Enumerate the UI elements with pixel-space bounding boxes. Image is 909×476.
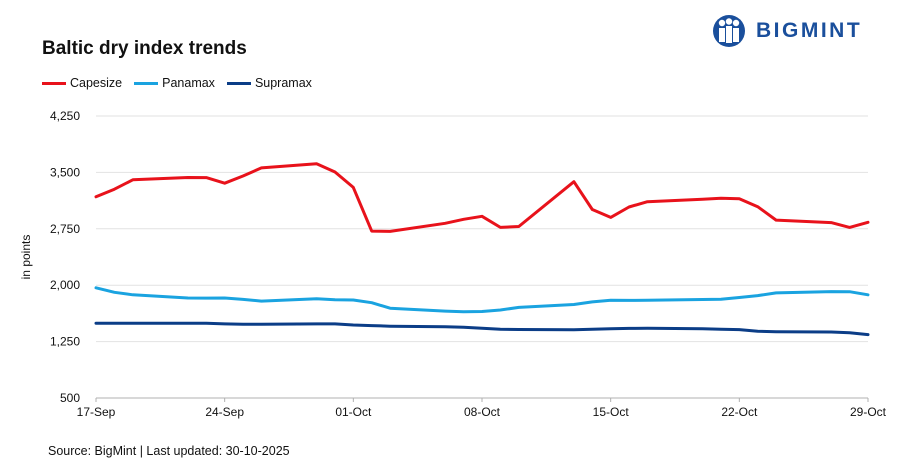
- series-line-supramax: [94, 321, 870, 337]
- legend-label-supramax: Supramax: [254, 76, 312, 90]
- y-tick-label: 2,000: [50, 278, 80, 292]
- grid: [96, 115, 868, 399]
- y-tick-label: 4,250: [50, 109, 80, 123]
- y-tick-label: 1,250: [50, 335, 80, 349]
- x-tick-label: 24-Sep: [205, 405, 244, 419]
- legend-label-panamax: Panamax: [162, 76, 215, 90]
- x-tick-label: 29-Oct: [850, 405, 887, 419]
- x-tick-label: 17-Sep: [77, 405, 116, 419]
- chart-title: Baltic dry index trends: [42, 38, 247, 59]
- x-axis: 17-Sep 24-Sep 01-Oct 08-Oct 15-Oct 22-Oct 29-O…: [77, 398, 887, 419]
- legend-swatch-supramax: [226, 81, 251, 85]
- legend-swatch-panamax: [134, 81, 159, 85]
- y-tick-label: 3,500: [50, 165, 80, 179]
- series-line-panamax: [94, 286, 870, 314]
- bigmint-logo: BIGMINT: [710, 14, 862, 48]
- bigmint-logo-icon: [713, 15, 745, 47]
- y-tick-label: 500: [60, 391, 80, 405]
- x-tick-label: 08-Oct: [464, 405, 501, 419]
- x-tick-label: 01-Oct: [335, 405, 372, 419]
- legend-swatch-capesize: [42, 81, 66, 85]
- legend-item-capesize[interactable]: Capesize: [42, 76, 122, 90]
- y-axis: 500 1,250 2,000 2,750 3,500 4,250: [50, 109, 80, 405]
- series-line-capesize: [94, 162, 870, 233]
- legend-item-panamax[interactable]: Panamax: [134, 76, 215, 90]
- legend-item-supramax[interactable]: Supramax: [226, 76, 312, 90]
- y-axis-label: in points: [19, 235, 33, 280]
- bigmint-logo-text: BIGMINT: [756, 19, 863, 42]
- series-group: [94, 162, 870, 337]
- x-tick-label: 15-Oct: [593, 405, 630, 419]
- x-tick-label: 22-Oct: [721, 405, 758, 419]
- source-note: Source: BigMint | Last updated: 30-10-20…: [48, 444, 290, 458]
- y-tick-label: 2,750: [50, 222, 80, 236]
- legend: Capesize Panamax Supramax: [42, 76, 312, 90]
- legend-label-capesize: Capesize: [70, 76, 123, 90]
